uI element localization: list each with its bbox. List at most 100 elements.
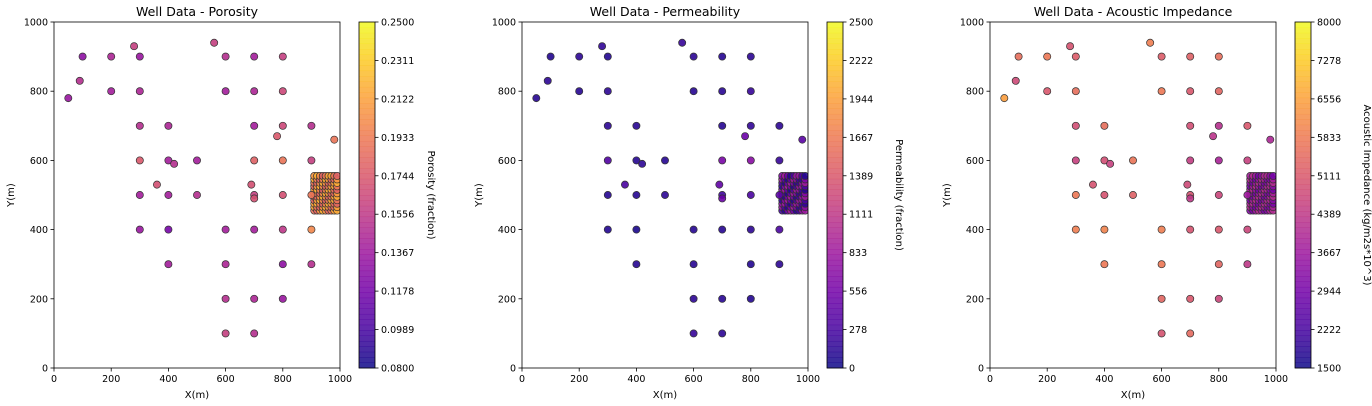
colorbar-band [827,276,843,282]
colorbar-band [359,59,375,66]
data-point [689,260,698,269]
colorbar-tick-label: 2222 [849,56,873,67]
colorbar-band [1295,135,1311,142]
data-point [775,225,784,234]
colorbar-frame [358,21,376,369]
colorbar-tick-label: 7278 [1317,56,1341,67]
colorbar-band [827,303,843,309]
x-tick-label: 1000 [796,374,820,385]
x-tick-label: 400 [1095,374,1113,385]
colorbar-label: Permeability (fraction) [893,139,904,251]
colorbar-band [827,265,843,272]
colorbar-band [827,357,843,363]
data-point [170,159,179,168]
data-point [715,180,724,189]
colorbar-label: Porosity (fraction) [425,150,436,239]
colorbar-band [1295,103,1311,109]
colorbar-band [1295,265,1311,272]
colorbar-band [359,92,375,99]
data-point [775,191,784,199]
data-point [250,52,259,61]
colorbar-band [1295,119,1311,126]
data-point [718,156,727,165]
colorbar-tick-label: 278 [849,325,867,336]
colorbar-band [827,76,843,82]
colorbar-band [1295,297,1311,304]
colorbar-band [359,346,375,353]
colorbar-band [359,43,375,50]
colorbar-tick-label: 0 [849,364,855,375]
colorbar-band [827,108,843,115]
data-point [746,191,755,199]
colorbar-tick-label: 4389 [1317,210,1341,221]
data-point [1043,52,1052,61]
colorbar-band [1295,43,1311,50]
colorbar-band [359,313,375,320]
data-point [546,52,555,61]
data-point [135,52,144,61]
data-point [278,191,287,199]
colorbar-band [827,232,843,239]
colorbar-tick-label: 0.1933 [381,133,414,144]
colorbar-band [359,108,375,115]
data-point [1243,156,1252,165]
data-point [1071,225,1080,234]
x-axis-label: X(m) [185,390,209,401]
colorbar-band [359,249,375,255]
data-point [1243,191,1252,199]
colorbar-band [1295,151,1311,158]
colorbar-band [1295,76,1311,82]
chart-title: Well Data - Porosity [136,4,259,19]
data-point [775,121,784,130]
y-tick-label: 600 [30,156,48,167]
data-point [632,191,641,199]
colorbar-band [827,86,843,93]
data-point [1106,159,1115,168]
data-point [632,121,641,130]
colorbar-band [827,65,843,72]
data-point [1129,156,1137,165]
colorbar-band [359,189,375,196]
data-point [1011,76,1020,85]
y-tick-label: 600 [498,156,516,167]
data-point [1157,225,1166,234]
colorbar-band [1295,335,1311,342]
data-point [632,225,641,234]
data-point [746,121,755,130]
data-point [307,225,316,234]
data-point [603,52,612,61]
colorbar-band [359,113,375,120]
colorbar-band [1295,205,1311,212]
colorbar-band [1295,324,1311,331]
data-point [1214,52,1223,61]
colorbar-band [1295,227,1311,234]
colorbar-band [1295,97,1311,104]
data-point [689,294,698,303]
colorbar-band [827,70,843,77]
colorbar-band [1295,108,1311,115]
colorbar-band [827,297,843,304]
data-point [247,180,256,189]
colorbar-band [1295,59,1311,66]
data-point [746,156,755,165]
data-point [1157,87,1166,96]
data-point [632,260,641,269]
data-point [64,94,73,103]
colorbar-band [827,32,843,39]
colorbar-band [359,65,375,72]
colorbar-band [1295,211,1311,218]
colorbar-band [359,157,375,163]
data-point [278,260,287,269]
data-point [1100,260,1109,269]
data-point [1043,87,1052,96]
colorbar-band [827,243,843,250]
colorbar-band [359,211,375,218]
y-tick-label: 200 [30,294,48,305]
colorbar-band [827,222,843,228]
data-point [250,294,259,303]
data-point [746,294,755,303]
data-point [1129,191,1137,199]
colorbar-band [1295,259,1311,266]
colorbar-band [1295,249,1311,255]
